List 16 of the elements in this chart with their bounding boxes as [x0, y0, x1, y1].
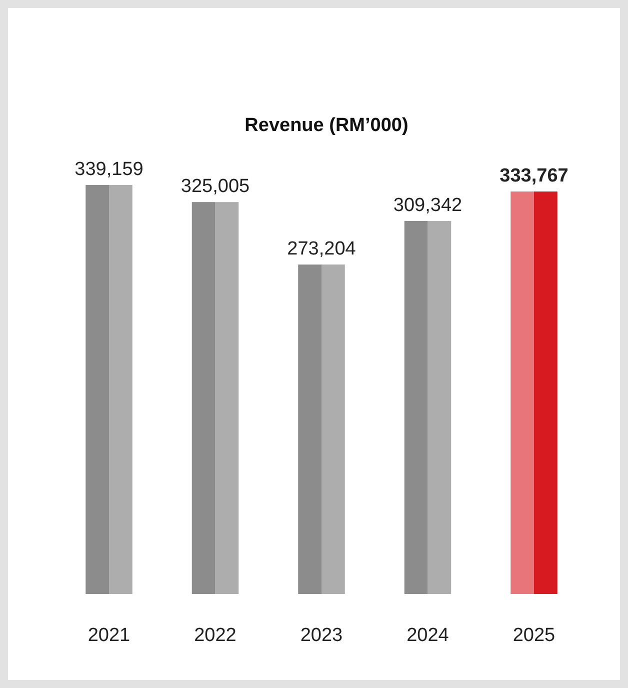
bar — [86, 185, 132, 594]
data-label: 309,342 — [393, 194, 462, 216]
chart-title: Revenue (RM’000) — [244, 115, 408, 136]
bar — [510, 192, 558, 594]
bar — [192, 202, 239, 594]
x-tick-label: 2025 — [512, 625, 556, 646]
data-label: 273,204 — [287, 238, 356, 260]
data-label: 325,005 — [180, 176, 250, 198]
data-label: 339,159 — [74, 159, 144, 180]
x-tick-label: 2023 — [300, 625, 343, 646]
data-label: 333,767 — [500, 166, 568, 186]
bar — [298, 264, 345, 594]
x-tick-label: 2021 — [88, 625, 130, 646]
x-tick-label: 2022 — [194, 625, 236, 646]
x-tick-label: 2024 — [406, 625, 450, 646]
bar — [404, 220, 452, 594]
